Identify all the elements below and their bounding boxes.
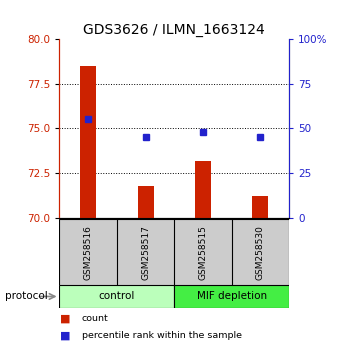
Title: GDS3626 / ILMN_1663124: GDS3626 / ILMN_1663124 bbox=[83, 23, 265, 36]
Text: ■: ■ bbox=[59, 314, 70, 324]
Text: GSM258530: GSM258530 bbox=[256, 225, 265, 280]
Text: count: count bbox=[82, 314, 108, 323]
Bar bbox=[59, 285, 174, 308]
Text: GSM258517: GSM258517 bbox=[141, 225, 150, 280]
Text: ■: ■ bbox=[59, 331, 70, 341]
Bar bbox=[174, 285, 289, 308]
Bar bbox=[195, 160, 211, 218]
Text: GSM258515: GSM258515 bbox=[199, 225, 207, 280]
Text: GSM258516: GSM258516 bbox=[84, 225, 93, 280]
Text: control: control bbox=[99, 291, 135, 302]
Bar bbox=[252, 196, 268, 218]
Bar bbox=[137, 185, 154, 218]
Bar bbox=[80, 66, 96, 218]
Text: protocol: protocol bbox=[5, 291, 48, 302]
Text: percentile rank within the sample: percentile rank within the sample bbox=[82, 331, 242, 340]
Text: MIF depletion: MIF depletion bbox=[197, 291, 267, 302]
